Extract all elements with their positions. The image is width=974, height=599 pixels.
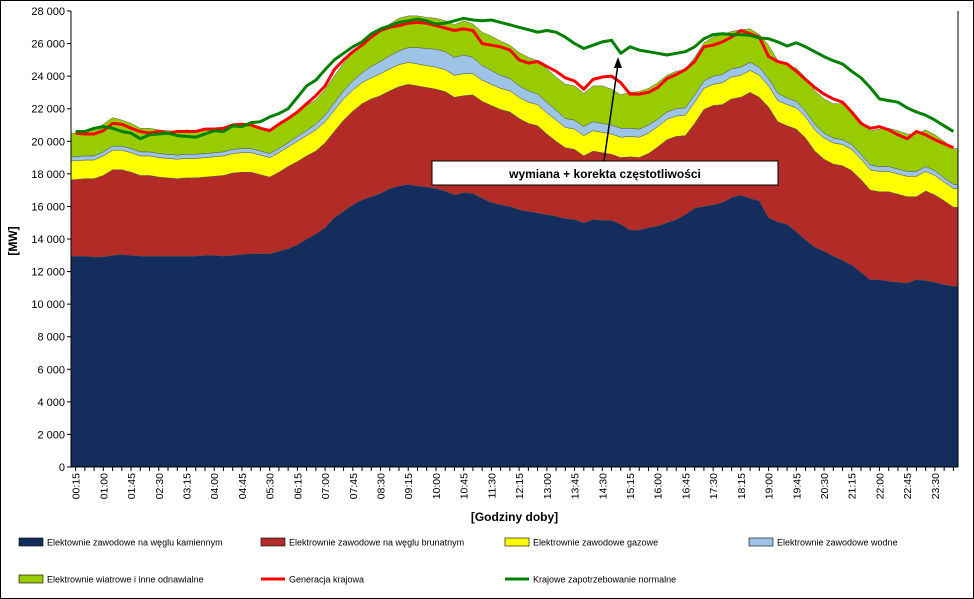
x-tick-label: 14:30 (597, 473, 609, 499)
line-series-0 (75, 20, 955, 150)
x-tick-label: 22:45 (902, 473, 914, 499)
line-series-1 (75, 16, 955, 141)
x-tick-label: 06:15 (292, 473, 304, 499)
x-tick-label: 05:30 (265, 473, 277, 499)
y-tick-label: 22 000 (31, 104, 65, 116)
legend-label: Elektrownie wiatrowe i inne odnawialne (47, 575, 204, 585)
x-tick-label: 12:15 (514, 473, 526, 499)
x-tick-label: 13:00 (542, 473, 554, 499)
y-tick-label: 4 000 (37, 397, 65, 409)
x-tick-label: 02:30 (154, 473, 166, 499)
x-tick-label: 04:00 (209, 473, 221, 499)
x-tick-label: 08:30 (376, 473, 388, 499)
annotation-arrowhead (614, 57, 622, 68)
x-tick-label: 10:00 (431, 473, 443, 499)
x-tick-label: 09:15 (403, 473, 415, 499)
legend-swatch (18, 537, 44, 547)
legend-swatch (748, 537, 774, 547)
x-tick-label: 04:45 (237, 473, 249, 499)
y-tick-label: 2 000 (37, 429, 65, 441)
x-tick-label: 22:00 (874, 473, 886, 499)
x-tick-label: 13:45 (570, 473, 582, 499)
x-tick-label: 03:15 (181, 473, 193, 499)
x-tick-label: 07:00 (320, 473, 332, 499)
y-tick-label: 0 (59, 462, 65, 474)
y-tick-label: 8 000 (37, 332, 65, 344)
x-tick-label: 10:45 (459, 473, 471, 499)
x-axis-title: [Godziny doby] (471, 510, 558, 524)
y-tick-label: 12 000 (31, 267, 65, 279)
x-tick-label: 16:45 (680, 473, 692, 499)
y-tick-label: 26 000 (31, 39, 65, 51)
y-tick-label: 14 000 (31, 234, 65, 246)
annotation-box (431, 160, 779, 186)
y-tick-label: 20 000 (31, 136, 65, 148)
x-tick-label: 17:30 (708, 473, 720, 499)
x-tick-label: 23:30 (930, 473, 942, 499)
y-tick-label: 10 000 (31, 299, 65, 311)
x-tick-label: 18:15 (736, 473, 748, 499)
x-tick-label: 00:15 (71, 473, 83, 499)
legend-label: Krajowe zapotrzebowanie normalne (533, 575, 676, 585)
annotation-text: wymiana + korekta częstotliwości (508, 167, 701, 181)
y-axis-title: [MW] (6, 226, 20, 255)
x-tick-label: 01:00 (98, 473, 110, 499)
annotation-arrow (603, 63, 619, 162)
x-tick-label: 11:30 (486, 473, 498, 499)
legend-label: Elektownie zawodowe na węglu kamiennym (47, 538, 223, 548)
x-tick-label: 21:15 (847, 473, 859, 499)
legend-label: Elektrownie zawodowe na węglu brunatnym (289, 538, 464, 548)
legend-label: Generacja krajowa (289, 575, 364, 585)
legend-swatch (260, 537, 286, 547)
legend-swatch (504, 537, 530, 547)
x-tick-label: 01:45 (126, 473, 138, 499)
y-tick-label: 18 000 (31, 169, 65, 181)
y-tick-label: 16 000 (31, 201, 65, 213)
x-tick-label: 19:45 (791, 473, 803, 499)
legend-swatch (18, 574, 44, 584)
y-tick-label: 6 000 (37, 364, 65, 376)
x-tick-label: 19:00 (764, 473, 776, 499)
x-tick-label: 15:15 (625, 473, 637, 499)
x-tick-label: 16:00 (653, 473, 665, 499)
y-tick-label: 24 000 (31, 71, 65, 83)
x-tick-label: 07:45 (348, 473, 360, 499)
y-tick-label: 28 000 (31, 6, 65, 18)
x-tick-label: 20:30 (819, 473, 831, 499)
legend-label: Elektrownie zawodowe wodne (777, 538, 898, 548)
legend-label: Elektrownie zawodowe gazowe (533, 538, 658, 548)
